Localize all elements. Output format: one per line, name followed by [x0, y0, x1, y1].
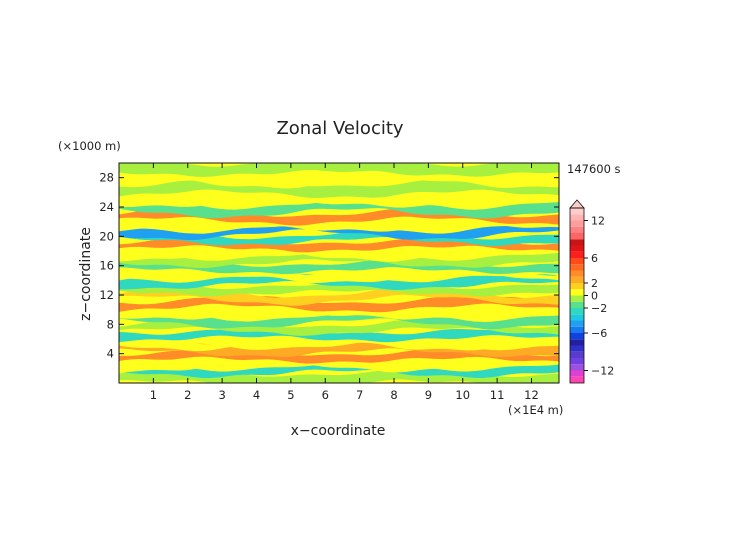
colorbar-label: 6	[591, 252, 598, 265]
x-tick-label: 5	[287, 388, 294, 402]
velocity-band	[119, 230, 559, 246]
y-unit-label: (×1000 m)	[58, 139, 121, 153]
velocity-band	[119, 222, 559, 240]
colorbar-swatch	[570, 233, 584, 240]
colorbar-swatch	[570, 208, 584, 215]
colorbar-swatch	[570, 245, 584, 252]
colorbar-label: −12	[591, 365, 614, 378]
colorbar-swatch	[570, 214, 584, 221]
x-tick-label: 9	[425, 388, 432, 402]
colorbar-label: 0	[591, 290, 598, 303]
colorbar-swatch	[570, 320, 584, 327]
chart-title: Zonal Velocity	[276, 118, 403, 139]
velocity-band	[119, 310, 559, 330]
x-tick-label: 1	[150, 388, 157, 402]
colorbar-label: −2	[591, 302, 607, 315]
time-label: 147600 s	[567, 162, 621, 176]
x-tick-label: 12	[524, 388, 539, 402]
velocity-band	[119, 333, 559, 352]
colorbar-swatch	[570, 283, 584, 290]
colorbar-swatch	[570, 301, 584, 308]
colorbar-swatch	[570, 239, 584, 246]
colorbar-swatch	[570, 220, 584, 227]
colorbar-swatch	[570, 333, 584, 340]
x-tick-label: 4	[253, 388, 260, 402]
x-tick-label: 3	[218, 388, 225, 402]
velocity-band	[119, 273, 559, 290]
plot-frame	[118, 162, 560, 384]
y-tick-label: 8	[107, 317, 114, 331]
velocity-band	[119, 304, 559, 320]
velocity-band	[119, 362, 559, 379]
y-tick-label: 16	[99, 259, 114, 273]
x-axis: 1 2 3 4 5 6 7 8 9 10 11 12	[150, 163, 539, 402]
colorbar-swatch	[570, 308, 584, 315]
colorbar-swatch	[570, 264, 584, 271]
colorbar-swatch	[570, 276, 584, 283]
colorbar-swatch	[570, 270, 584, 277]
y-axis-label: z−coordinate	[78, 227, 94, 321]
colorbar-swatch	[570, 226, 584, 233]
contour-layers	[119, 163, 559, 383]
colorbar-swatch	[570, 376, 584, 383]
colorbar-swatch	[570, 358, 584, 365]
x-tick-label: 10	[455, 388, 470, 402]
y-tick-label: 12	[99, 288, 114, 302]
colorbar-label: 2	[591, 277, 598, 290]
colorbar-swatch	[570, 351, 584, 358]
colorbar-swatch	[570, 251, 584, 258]
x-tick-label: 8	[390, 388, 397, 402]
x-axis-label: x−coordinate	[291, 423, 386, 439]
y-tick-label: 4	[107, 347, 114, 361]
x-tick-label: 2	[184, 388, 191, 402]
colorbar: 12 6 20−2 −6 −12	[569, 199, 614, 384]
colorbar-swatch	[570, 295, 584, 302]
velocity-band	[119, 281, 559, 297]
colorbar-swatch	[570, 314, 584, 321]
velocity-band	[119, 190, 559, 208]
colorbar-swatch	[570, 370, 584, 377]
y-tick-label: 28	[99, 171, 114, 185]
colorbar-swatch	[570, 326, 584, 333]
colorbar-label: 12	[591, 215, 605, 228]
x-tick-label: 6	[322, 388, 329, 402]
x-tick-label: 7	[356, 388, 363, 402]
velocity-band	[119, 163, 559, 177]
velocity-band	[119, 251, 559, 269]
y-axis: 4 8 12 16 20 24 28	[99, 171, 559, 361]
colorbar-label: −6	[591, 327, 607, 340]
contour-field	[119, 163, 559, 383]
colorbar-swatch	[570, 345, 584, 352]
y-tick-label: 20	[99, 229, 114, 243]
x-tick-label: 11	[490, 388, 505, 402]
colorbar-swatch	[570, 364, 584, 371]
velocity-band	[119, 198, 559, 219]
colorbar-swatch	[570, 289, 584, 296]
y-tick-label: 24	[99, 200, 114, 214]
velocity-band	[119, 355, 559, 373]
colorbar-swatch	[570, 258, 584, 265]
colorbar-swatch	[570, 339, 584, 346]
x-unit-label: (×1E4 m)	[508, 403, 563, 417]
velocity-band	[119, 328, 559, 343]
